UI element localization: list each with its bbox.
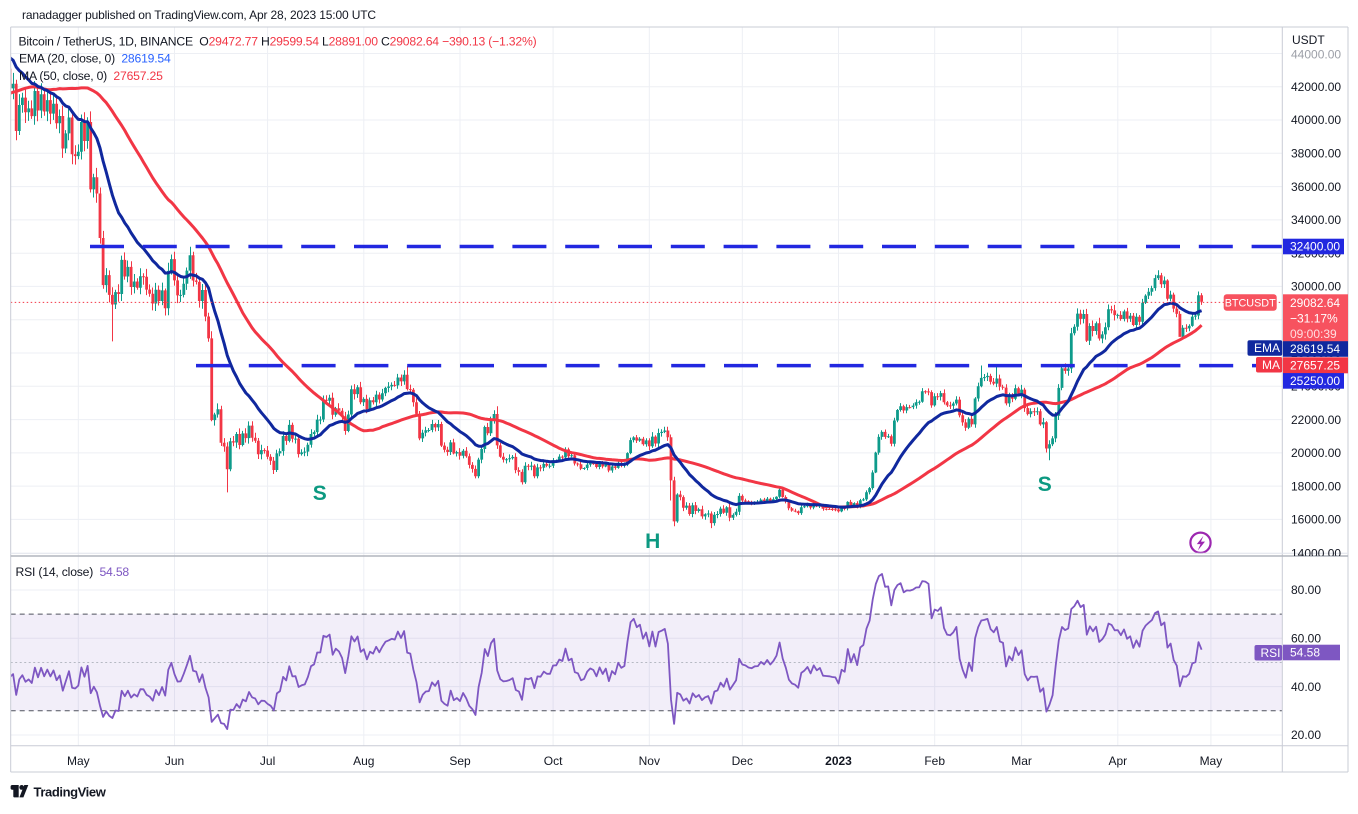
svg-text:Jun: Jun: [165, 754, 184, 768]
svg-text:Feb: Feb: [924, 754, 945, 768]
svg-text:18000.00: 18000.00: [1291, 479, 1341, 493]
svg-text:TradingView: TradingView: [34, 784, 107, 799]
svg-text:30000.00: 30000.00: [1291, 280, 1341, 294]
svg-text:20.00: 20.00: [1291, 728, 1321, 742]
svg-text:2023: 2023: [825, 754, 852, 768]
svg-text:22000.00: 22000.00: [1291, 413, 1341, 427]
svg-text:−31.17%: −31.17%: [1290, 312, 1338, 326]
svg-text:14000.00: 14000.00: [1291, 547, 1341, 561]
svg-text:40.00: 40.00: [1291, 680, 1321, 694]
svg-text:29082.64: 29082.64: [1290, 296, 1340, 310]
svg-text:May: May: [67, 754, 90, 768]
svg-text:EMA (20, close, 0) 28619.54: EMA (20, close, 0) 28619.54: [19, 52, 171, 66]
svg-text:38000.00: 38000.00: [1291, 147, 1341, 161]
svg-text:16000.00: 16000.00: [1291, 513, 1341, 527]
svg-text:09:00:39: 09:00:39: [1290, 327, 1337, 341]
svg-text:Dec: Dec: [732, 754, 753, 768]
svg-text:Aug: Aug: [353, 754, 374, 768]
svg-text:40000.00: 40000.00: [1291, 113, 1341, 127]
svg-text:80.00: 80.00: [1291, 583, 1321, 597]
svg-text:28619.54: 28619.54: [1290, 342, 1340, 356]
svg-text:USDT: USDT: [1292, 33, 1325, 47]
svg-text:S: S: [1038, 473, 1052, 496]
svg-text:ranadagger published on Tradin: ranadagger published on TradingView.com,…: [22, 8, 376, 22]
svg-text:32400.00: 32400.00: [1290, 240, 1340, 254]
svg-text:Nov: Nov: [639, 754, 660, 768]
svg-text:RSI: RSI: [1261, 646, 1281, 660]
svg-text:36000.00: 36000.00: [1291, 180, 1341, 194]
svg-text:Bitcoin / TetherUS, 1D, BINANC: Bitcoin / TetherUS, 1D, BINANCE O29472.7…: [19, 35, 537, 49]
svg-text:34000.00: 34000.00: [1291, 213, 1341, 227]
svg-text:S: S: [313, 482, 327, 505]
svg-text:60.00: 60.00: [1291, 632, 1321, 646]
svg-text:Sep: Sep: [449, 754, 471, 768]
svg-text:Mar: Mar: [1011, 754, 1032, 768]
svg-text:MA: MA: [1262, 358, 1280, 372]
svg-text:27657.25: 27657.25: [1290, 358, 1340, 372]
svg-text:42000.00: 42000.00: [1291, 80, 1341, 94]
svg-text:Apr: Apr: [1108, 754, 1127, 768]
svg-text:20000.00: 20000.00: [1291, 446, 1341, 460]
svg-text:44000.00: 44000.00: [1291, 48, 1341, 62]
svg-text:BTCUSDT: BTCUSDT: [1225, 298, 1276, 310]
svg-text:MA (50, close, 0) 27657.25: MA (50, close, 0) 27657.25: [19, 69, 163, 83]
svg-text:Jul: Jul: [260, 754, 275, 768]
svg-text:25250.00: 25250.00: [1290, 374, 1340, 388]
svg-text:EMA: EMA: [1254, 341, 1280, 355]
svg-text:H: H: [645, 530, 660, 553]
svg-text:RSI (14, close) 54.58: RSI (14, close) 54.58: [16, 565, 130, 579]
svg-text:Oct: Oct: [544, 754, 563, 768]
svg-text:May: May: [1200, 754, 1223, 768]
svg-text:54.58: 54.58: [1290, 646, 1320, 660]
